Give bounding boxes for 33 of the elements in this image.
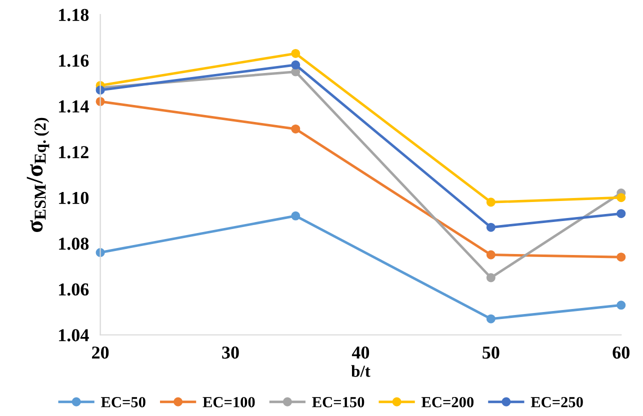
legend-label: EC=50 [101, 397, 146, 408]
legend-label: EC=100 [202, 397, 255, 408]
point [616, 252, 626, 262]
point [486, 198, 496, 207]
point [486, 273, 496, 282]
x-tick-label: 60 [612, 346, 630, 359]
y-tick-label: 1.14 [59, 100, 89, 113]
legend-label: EC=150 [312, 397, 364, 408]
y-tick-label: 1.12 [59, 146, 88, 158]
point [291, 48, 300, 58]
point [486, 250, 496, 260]
point [291, 211, 300, 220]
point [486, 222, 496, 232]
legend-label: EC=250 [530, 397, 583, 408]
point [616, 193, 626, 202]
y-tick-label: 1.06 [59, 283, 89, 296]
x-tick-label: 30 [222, 346, 239, 359]
point [291, 124, 300, 134]
point [616, 300, 626, 310]
point [486, 314, 496, 324]
x-tick-label: 50 [482, 346, 500, 359]
y-tick-label: 1.04 [59, 329, 89, 342]
x-tick-label: 20 [92, 346, 109, 359]
y-tick-label: 1.18 [59, 8, 89, 22]
point [616, 209, 626, 218]
x-axis-title: b/t [351, 365, 370, 377]
point [291, 60, 300, 70]
x-tick-label: 40 [352, 346, 370, 359]
y-tick-label: 1.10 [59, 192, 89, 204]
y-tick-label: 1.08 [59, 238, 89, 250]
y-tick-label: 1.16 [59, 54, 89, 67]
y-axis-title: σ$_{ESM}$/σ$_{Eq.(2)}$ [26, 118, 50, 232]
legend-label: EC=200 [422, 397, 474, 408]
